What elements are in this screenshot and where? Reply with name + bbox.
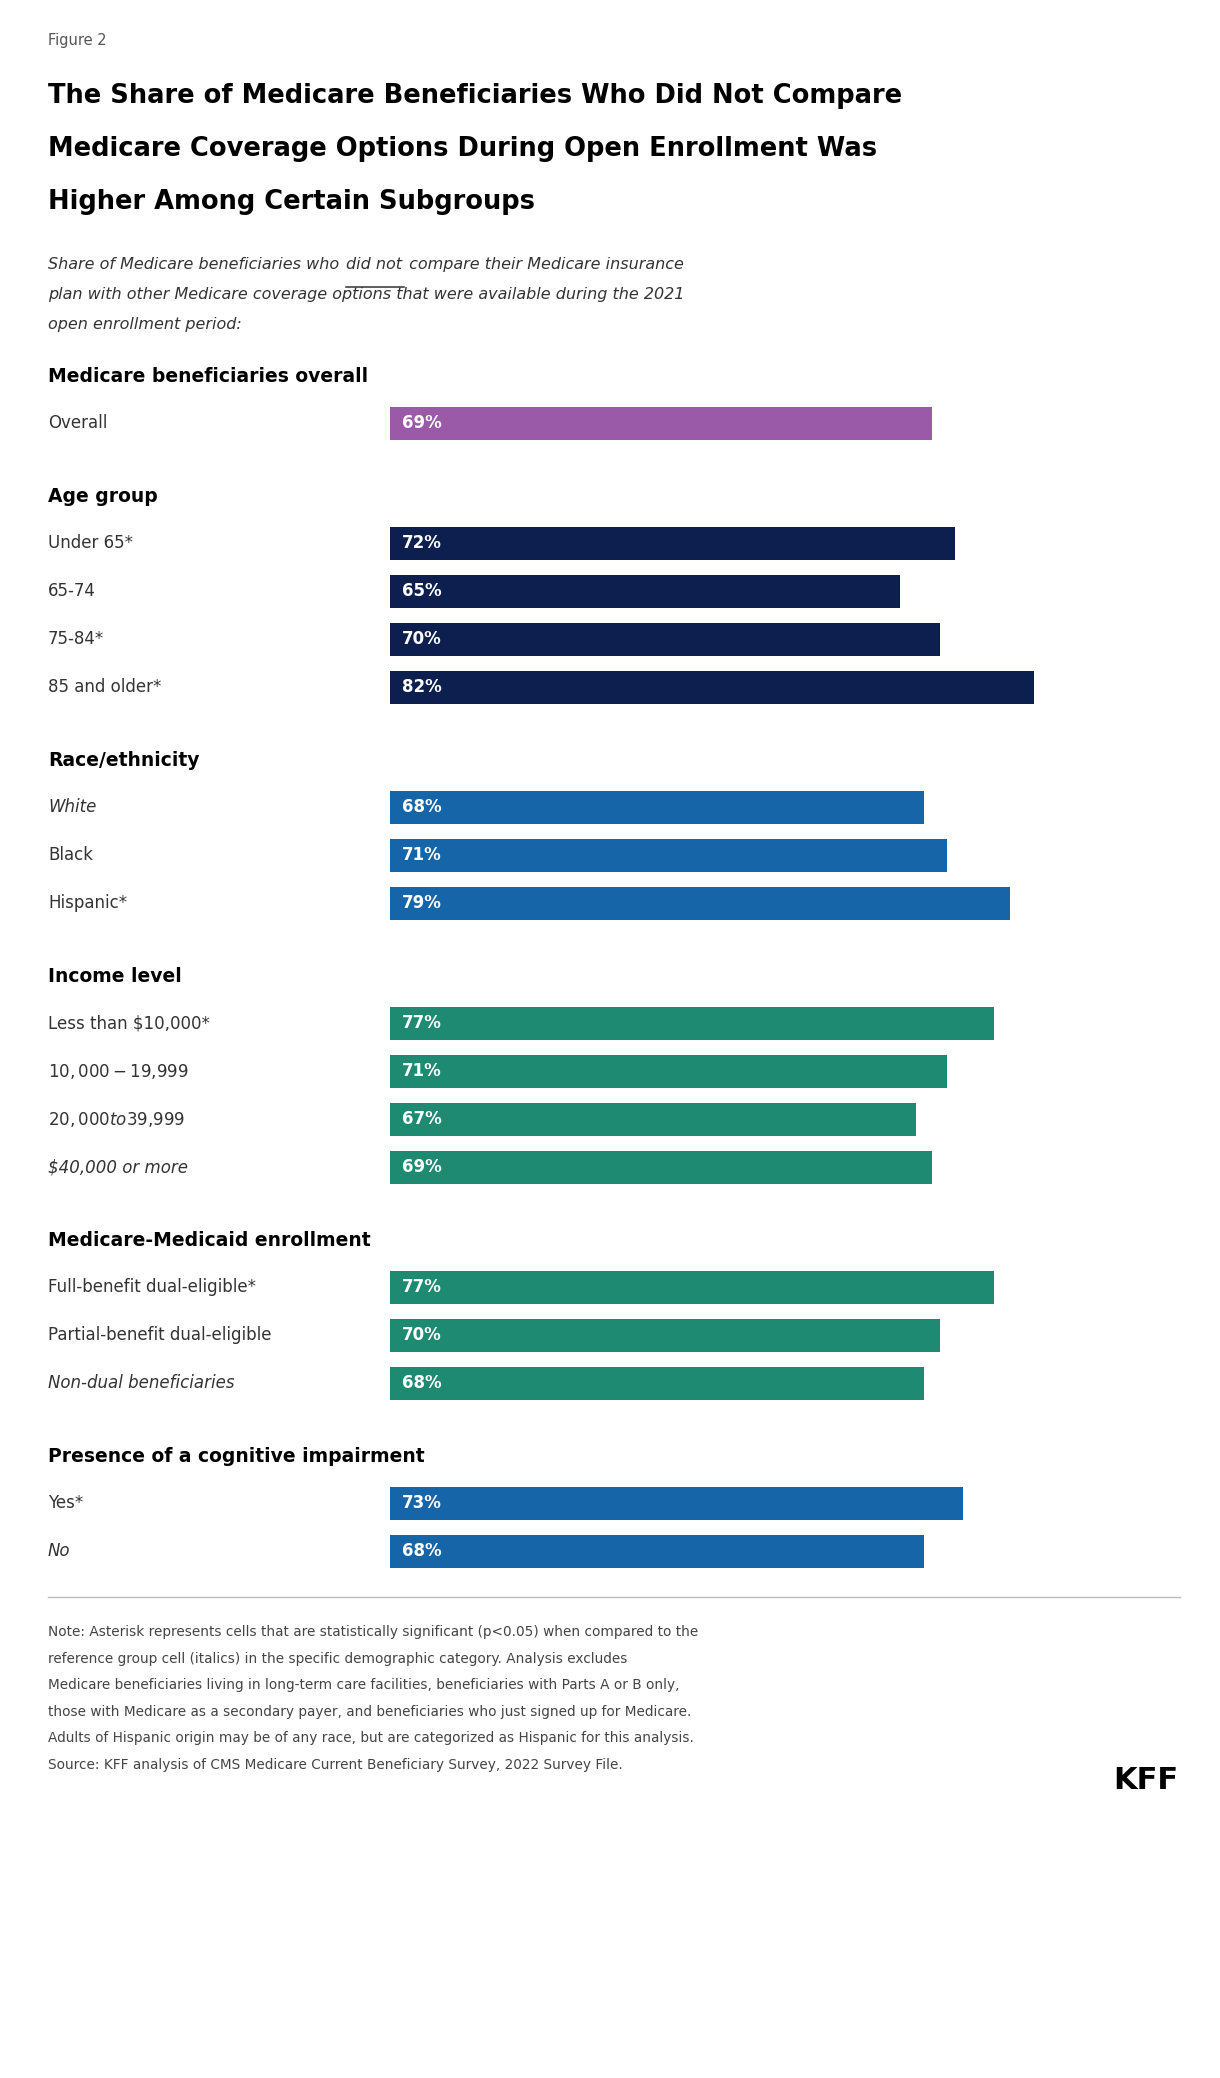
Bar: [390, 1151, 932, 1184]
Text: compare their Medicare insurance: compare their Medicare insurance: [404, 258, 684, 272]
Text: 82%: 82%: [403, 677, 442, 696]
Text: The Share of Medicare Beneficiaries Who Did Not Compare: The Share of Medicare Beneficiaries Who …: [48, 83, 902, 108]
Text: 68%: 68%: [403, 1542, 442, 1561]
Bar: [390, 840, 948, 871]
Text: Source: KFF analysis of CMS Medicare Current Beneficiary Survey, 2022 Survey Fil: Source: KFF analysis of CMS Medicare Cur…: [48, 1758, 622, 1773]
Text: 79%: 79%: [403, 894, 442, 912]
Text: 65%: 65%: [403, 582, 442, 601]
Text: 68%: 68%: [403, 798, 442, 817]
Text: Full-benefit dual-eligible*: Full-benefit dual-eligible*: [48, 1278, 256, 1297]
Text: Partial-benefit dual-eligible: Partial-benefit dual-eligible: [48, 1326, 272, 1344]
Bar: [390, 1054, 948, 1087]
Text: 71%: 71%: [403, 846, 442, 864]
Text: Adults of Hispanic origin may be of any race, but are categorized as Hispanic fo: Adults of Hispanic origin may be of any …: [48, 1731, 694, 1746]
Bar: [390, 1103, 916, 1135]
Text: 75-84*: 75-84*: [48, 630, 104, 648]
Text: Medicare beneficiaries overall: Medicare beneficiaries overall: [48, 368, 368, 387]
Text: Medicare-Medicaid enrollment: Medicare-Medicaid enrollment: [48, 1230, 371, 1251]
Text: Note: Asterisk represents cells that are statistically significant (p<0.05) when: Note: Asterisk represents cells that are…: [48, 1625, 698, 1640]
Text: open enrollment period:: open enrollment period:: [48, 318, 242, 332]
Text: No: No: [48, 1542, 71, 1561]
Bar: [390, 1534, 924, 1567]
Text: 77%: 77%: [403, 1278, 442, 1297]
Text: 65-74: 65-74: [48, 582, 96, 601]
Text: 67%: 67%: [403, 1110, 442, 1128]
Text: 85 and older*: 85 and older*: [48, 677, 161, 696]
Text: 72%: 72%: [403, 534, 442, 553]
Text: Higher Among Certain Subgroups: Higher Among Certain Subgroups: [48, 189, 536, 214]
Text: White: White: [48, 798, 96, 817]
Text: Under 65*: Under 65*: [48, 534, 133, 553]
Text: Income level: Income level: [48, 966, 182, 985]
Text: Non-dual beneficiaries: Non-dual beneficiaries: [48, 1374, 234, 1392]
Text: Figure 2: Figure 2: [48, 33, 106, 48]
Text: 73%: 73%: [403, 1494, 442, 1513]
Text: $10,000-$19,999: $10,000-$19,999: [48, 1062, 189, 1081]
Text: Yes*: Yes*: [48, 1494, 83, 1513]
Bar: [390, 623, 939, 655]
Text: 71%: 71%: [403, 1062, 442, 1081]
Text: 70%: 70%: [403, 630, 442, 648]
Bar: [390, 1486, 963, 1519]
Text: Presence of a cognitive impairment: Presence of a cognitive impairment: [48, 1446, 425, 1465]
Bar: [390, 1270, 994, 1303]
Text: those with Medicare as a secondary payer, and beneficiaries who just signed up f: those with Medicare as a secondary payer…: [48, 1704, 692, 1719]
Text: reference group cell (italics) in the specific demographic category. Analysis ex: reference group cell (italics) in the sp…: [48, 1652, 627, 1664]
Text: KFF: KFF: [1113, 1766, 1179, 1795]
Text: $20,000 to $39,999: $20,000 to $39,999: [48, 1110, 185, 1128]
Bar: [390, 671, 1033, 704]
Text: 77%: 77%: [403, 1014, 442, 1033]
Text: Share of Medicare beneficiaries who: Share of Medicare beneficiaries who: [48, 258, 344, 272]
Bar: [390, 790, 924, 823]
Bar: [390, 887, 1010, 918]
Text: 68%: 68%: [403, 1374, 442, 1392]
Bar: [390, 407, 932, 441]
Text: did not: did not: [346, 258, 403, 272]
Text: plan with other Medicare coverage options that were available during the 2021: plan with other Medicare coverage option…: [48, 287, 684, 301]
Text: Black: Black: [48, 846, 93, 864]
Bar: [390, 1367, 924, 1398]
Text: Age group: Age group: [48, 486, 157, 507]
Text: Race/ethnicity: Race/ethnicity: [48, 750, 200, 771]
Text: Overall: Overall: [48, 414, 107, 432]
Bar: [390, 526, 955, 559]
Text: $40,000 or more: $40,000 or more: [48, 1157, 188, 1176]
Bar: [390, 574, 900, 607]
Text: Less than $10,000*: Less than $10,000*: [48, 1014, 210, 1033]
Text: 69%: 69%: [403, 414, 442, 432]
Bar: [390, 1320, 939, 1351]
Bar: [390, 1006, 994, 1039]
Text: 69%: 69%: [403, 1157, 442, 1176]
Text: Medicare Coverage Options During Open Enrollment Was: Medicare Coverage Options During Open En…: [48, 135, 877, 162]
Text: Medicare beneficiaries living in long-term care facilities, beneficiaries with P: Medicare beneficiaries living in long-te…: [48, 1679, 680, 1691]
Text: Hispanic*: Hispanic*: [48, 894, 127, 912]
Text: 70%: 70%: [403, 1326, 442, 1344]
